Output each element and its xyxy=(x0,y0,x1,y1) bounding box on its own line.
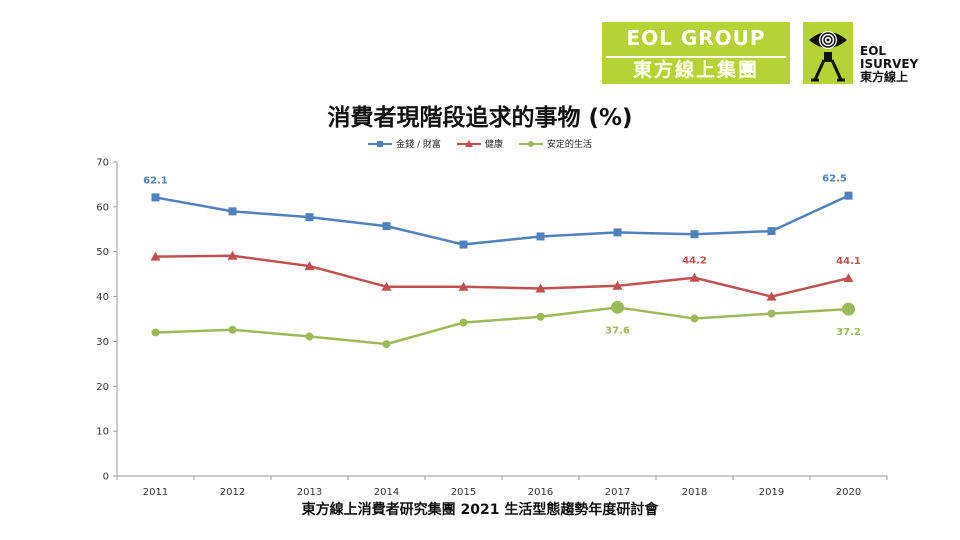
y-tick-label: 30 xyxy=(96,337,109,348)
data-label: 44.1 xyxy=(836,256,861,267)
data-label: 37.6 xyxy=(605,325,630,336)
data-point xyxy=(842,302,855,316)
data-point xyxy=(690,230,699,239)
y-tick-label: 50 xyxy=(96,247,109,258)
x-tick-label: 2018 xyxy=(682,487,707,498)
eol-isurvey-line3: 東方線上 xyxy=(860,70,909,84)
data-point xyxy=(459,318,468,327)
eol-group-logo: EOL GROUP 東方線上集團 xyxy=(602,22,790,84)
data-point xyxy=(613,228,622,237)
data-point xyxy=(305,213,314,222)
data-point xyxy=(767,227,776,236)
legend-label-health: 健康 xyxy=(484,140,503,150)
data-point xyxy=(535,283,546,293)
data-point xyxy=(536,232,545,241)
eol-group-logo-chinese: 東方線上集團 xyxy=(606,56,786,82)
eol-group-logo-text: EOL GROUP xyxy=(626,26,766,50)
legend-item-money: 金錢 / 財富 xyxy=(368,137,441,150)
series-line-0 xyxy=(155,194,850,246)
eol-isurvey-logo: EOL ISURVEY 東方線上 xyxy=(860,45,950,84)
data-point xyxy=(458,281,469,291)
data-point xyxy=(227,250,238,260)
footer-caption: 東方線上消費者研究集團 2021 生活型態趨勢年度研討會 xyxy=(301,502,659,518)
data-point xyxy=(689,272,700,282)
eol-isurvey-line1: EOL xyxy=(860,44,887,58)
legend-circle-marker-icon xyxy=(518,140,543,147)
legend-item-stable-life: 安定的生活 xyxy=(518,137,592,150)
x-tick-label: 2017 xyxy=(605,487,630,498)
y-tick-label: 10 xyxy=(96,427,109,438)
data-point xyxy=(382,222,391,231)
x-tick-label: 2019 xyxy=(759,487,784,498)
legend-label-money: 金錢 / 財富 xyxy=(396,140,441,150)
eol-isurvey-line2: ISURVEY xyxy=(860,57,919,71)
y-tick-label: 60 xyxy=(96,202,109,213)
legend-label-stable-life: 安定的生活 xyxy=(546,140,592,150)
x-tick-label: 2015 xyxy=(451,487,476,498)
data-point xyxy=(151,193,160,202)
series-line-2 xyxy=(155,306,849,346)
chart-legend: 金錢 / 財富 健康 安定的生活 xyxy=(0,137,960,150)
legend-item-health: 健康 xyxy=(456,137,503,150)
data-point xyxy=(228,207,237,216)
data-label: 62.5 xyxy=(822,174,847,185)
data-point xyxy=(612,280,623,290)
y-tick-label: 0 xyxy=(103,472,109,483)
data-point xyxy=(766,291,777,301)
eye-icon xyxy=(803,22,853,84)
data-point xyxy=(151,328,160,337)
data-point xyxy=(844,191,853,200)
y-tick-label: 20 xyxy=(96,382,109,393)
data-point xyxy=(536,312,545,321)
series-line-1 xyxy=(155,254,849,298)
data-label: 62.1 xyxy=(143,175,168,186)
data-point xyxy=(382,340,391,349)
x-tick-label: 2014 xyxy=(374,487,399,498)
data-label: 44.2 xyxy=(682,256,707,267)
data-point xyxy=(381,281,392,291)
data-point xyxy=(305,332,314,341)
y-tick-label: 40 xyxy=(96,292,109,303)
x-tick-label: 2011 xyxy=(143,487,168,498)
x-tick-label: 2012 xyxy=(220,487,245,498)
x-tick-label: 2013 xyxy=(297,487,322,498)
chart-title: 消費者現階段追求的事物 (%) xyxy=(327,105,633,131)
data-point xyxy=(767,309,776,318)
data-point xyxy=(843,273,854,283)
y-tick-label: 70 xyxy=(96,158,109,169)
data-point xyxy=(611,300,624,314)
data-point xyxy=(228,325,237,334)
data-point xyxy=(304,261,315,271)
legend-triangle-marker-icon xyxy=(456,139,481,147)
x-tick-label: 2020 xyxy=(836,487,861,498)
legend-square-marker-icon xyxy=(368,140,393,147)
data-label: 37.2 xyxy=(836,327,861,338)
data-point xyxy=(459,240,468,249)
x-tick-label: 2016 xyxy=(528,487,553,498)
data-point xyxy=(150,251,161,261)
data-point xyxy=(690,314,699,323)
